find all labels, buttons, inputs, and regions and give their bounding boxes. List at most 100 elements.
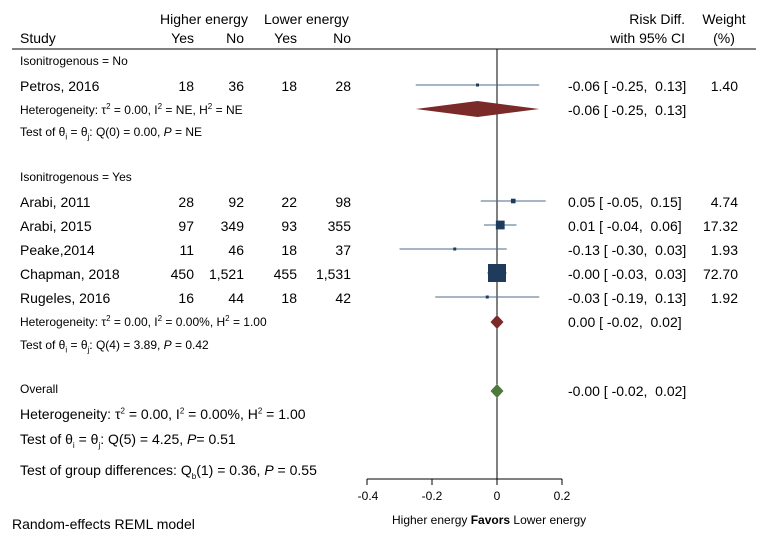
- study-square: [476, 83, 479, 87]
- heterogeneity-text: Heterogeneity: τ2 = 0.00, I2 = 0.00%, H2…: [20, 314, 267, 329]
- x-tick-label: 0: [493, 489, 501, 503]
- risk-diff-value: 0.05 [ -0.05, 0.15]: [568, 194, 682, 210]
- le-yes-cell: 455: [273, 266, 297, 282]
- le-no-cell: 42: [335, 290, 351, 306]
- he-yes-cell: 18: [178, 78, 194, 94]
- le-yes-cell: 22: [281, 194, 297, 210]
- subgroup-diamond: [415, 101, 540, 117]
- x-tick-label: 0.2: [553, 489, 571, 503]
- test-q: 4.25: [152, 431, 180, 447]
- gd-df: 1: [200, 462, 209, 478]
- tau2-value: 0.00: [124, 103, 148, 117]
- heterogeneity-text: Heterogeneity: τ2 = 0.00, I2 = NE, H2 = …: [20, 102, 243, 117]
- overall-diamond: [490, 384, 504, 398]
- ci-header: with 95% CI: [610, 30, 685, 46]
- he-no-cell: 36: [228, 78, 244, 94]
- he-no-cell: 1,521: [208, 266, 244, 282]
- x-axis-label: Higher energy Favors Lower energy: [392, 514, 586, 526]
- le-no-cell: 37: [335, 242, 351, 258]
- homogeneity-test-text: Test of θi = θj: Q(0) = 0.00, P = NE: [20, 125, 203, 142]
- study-name: Petros, 2016: [20, 78, 100, 94]
- overall-label: Overall: [20, 382, 59, 396]
- le-no-cell: 98: [335, 194, 351, 210]
- i2-value: 0.00%: [200, 406, 240, 422]
- homogeneity-test-text: Test of θi = θj: Q(4) = 3.89, P = 0.42: [20, 338, 209, 355]
- model-note: Random-effects REML model: [12, 516, 195, 532]
- he-yes-header: Yes: [171, 30, 194, 46]
- risk-diff-header: Risk Diff.: [629, 11, 685, 27]
- overall-risk-diff: -0.00 [ -0.02, 0.02]: [568, 383, 687, 399]
- study-square: [485, 295, 489, 299]
- study-header: Study: [20, 30, 56, 46]
- group-differences-test-text: Test of group differences: Qb(1) = 0.36,…: [20, 462, 317, 481]
- he-yes-cell: 28: [178, 194, 194, 210]
- weight-value: 1.92: [710, 290, 738, 306]
- weight-unit-header: (%): [713, 30, 735, 46]
- risk-diff-value: -0.06 [ -0.25, 0.13]: [568, 78, 687, 94]
- le-no-cell: 28: [335, 78, 351, 94]
- x-label-favors: Favors: [470, 513, 511, 527]
- pooled-risk-diff: 0.00 [ -0.02, 0.02]: [568, 314, 682, 330]
- study-square: [453, 247, 457, 251]
- subgroup-label: Isonitrogenous = Yes: [20, 170, 132, 184]
- study-name: Chapman, 2018: [20, 266, 120, 282]
- study-name: Peake,2014: [20, 242, 95, 258]
- he-no-cell: 44: [228, 290, 244, 306]
- gd-q: 0.36: [229, 462, 257, 478]
- risk-diff-value: -0.13 [ -0.30, 0.03]: [568, 242, 687, 258]
- gd-p: 0.55: [289, 462, 317, 478]
- le-yes-header: Yes: [274, 30, 297, 46]
- le-yes-cell: 18: [281, 290, 297, 306]
- weight-value: 4.74: [710, 194, 738, 210]
- x-tick-label: -0.4: [357, 489, 379, 503]
- x-tick-label: -0.2: [421, 489, 443, 503]
- weight-value: 1.40: [710, 78, 738, 94]
- overall-homogeneity-test-text: Test of θi = θj: Q(5) = 4.25, P= 0.51: [20, 431, 236, 450]
- pooled-risk-diff: -0.06 [ -0.25, 0.13]: [568, 102, 687, 118]
- test-q: 3.89: [133, 338, 157, 352]
- he-yes-cell: 450: [170, 266, 194, 282]
- risk-diff-value: 0.01 [ -0.04, 0.06]: [568, 218, 682, 234]
- i2-value: NE: [175, 103, 193, 117]
- le-yes-cell: 18: [281, 78, 297, 94]
- study-square: [495, 220, 505, 230]
- weight-value: 1.93: [710, 242, 738, 258]
- h2-value: 1.00: [278, 406, 306, 422]
- lower-energy-header: Lower energy: [264, 11, 349, 27]
- weight-value: 72.70: [702, 266, 738, 282]
- test-df: 5: [123, 431, 132, 447]
- test-df: 0: [109, 125, 116, 139]
- weight-value: 17.32: [702, 218, 738, 234]
- h2-value: NE: [225, 103, 243, 117]
- study-name: Rugeles, 2016: [20, 290, 111, 306]
- he-yes-cell: 97: [178, 218, 194, 234]
- le-yes-cell: 18: [281, 242, 297, 258]
- x-label-right: Lower energy: [513, 513, 587, 527]
- he-no-header: No: [226, 30, 244, 46]
- test-df: 4: [109, 338, 116, 352]
- le-no-header: No: [333, 30, 351, 46]
- le-yes-cell: 93: [281, 218, 297, 234]
- test-q: 0.00: [133, 125, 157, 139]
- higher-energy-header: Higher energy: [160, 11, 248, 27]
- x-label-left: Higher energy: [392, 513, 468, 527]
- study-name: Arabi, 2015: [20, 218, 92, 234]
- study-square: [488, 264, 506, 282]
- test-p: 0.51: [208, 431, 236, 447]
- he-no-cell: 92: [228, 194, 244, 210]
- le-no-cell: 1,531: [315, 266, 351, 282]
- test-p: 0.42: [185, 338, 209, 352]
- he-yes-cell: 16: [178, 290, 194, 306]
- study-name: Arabi, 2011: [20, 194, 91, 210]
- h2-value: 1.00: [243, 315, 267, 329]
- overall-heterogeneity-text: Heterogeneity: τ2 = 0.00, I2 = 0.00%, H2…: [20, 406, 306, 422]
- i2-value: 0.00%: [175, 315, 210, 329]
- le-no-cell: 355: [327, 218, 351, 234]
- tau2-value: 0.00: [124, 315, 148, 329]
- he-no-cell: 46: [228, 242, 244, 258]
- risk-diff-value: -0.03 [ -0.19, 0.13]: [568, 290, 687, 306]
- he-yes-cell: 11: [179, 242, 194, 258]
- subgroup-label: Isonitrogenous = No: [20, 54, 128, 68]
- weight-header: Weight: [702, 11, 746, 27]
